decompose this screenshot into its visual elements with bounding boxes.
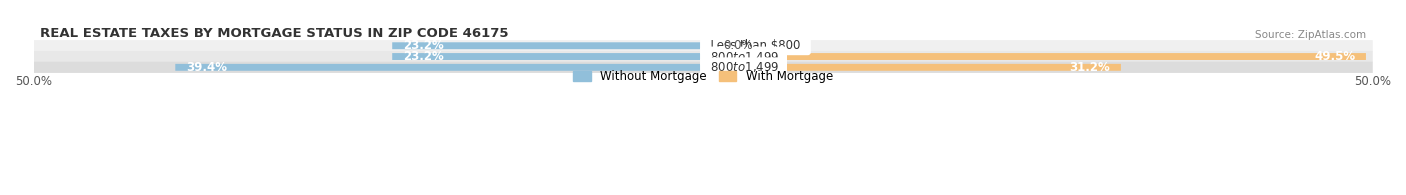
FancyBboxPatch shape (703, 64, 1121, 71)
Text: 31.2%: 31.2% (1070, 61, 1111, 74)
FancyBboxPatch shape (176, 64, 703, 71)
Text: $800 to $1,499: $800 to $1,499 (703, 50, 785, 64)
Text: 23.2%: 23.2% (404, 39, 444, 52)
FancyBboxPatch shape (34, 51, 1372, 62)
FancyBboxPatch shape (392, 42, 703, 49)
FancyBboxPatch shape (34, 40, 1372, 51)
Legend: Without Mortgage, With Mortgage: Without Mortgage, With Mortgage (568, 65, 838, 88)
Text: 39.4%: 39.4% (186, 61, 228, 74)
Text: Source: ZipAtlas.com: Source: ZipAtlas.com (1254, 30, 1365, 40)
Text: Less than $800: Less than $800 (703, 39, 808, 52)
Text: 0.0%: 0.0% (723, 39, 752, 52)
FancyBboxPatch shape (392, 53, 703, 60)
Text: 23.2%: 23.2% (404, 50, 444, 63)
FancyBboxPatch shape (703, 53, 1367, 60)
Text: 49.5%: 49.5% (1315, 50, 1355, 63)
Text: $800 to $1,499: $800 to $1,499 (703, 60, 785, 74)
Text: REAL ESTATE TAXES BY MORTGAGE STATUS IN ZIP CODE 46175: REAL ESTATE TAXES BY MORTGAGE STATUS IN … (41, 27, 509, 40)
FancyBboxPatch shape (34, 62, 1372, 73)
